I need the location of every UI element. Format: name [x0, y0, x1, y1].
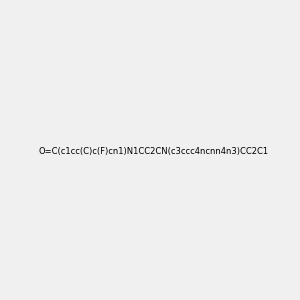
- Text: O=C(c1cc(C)c(F)cn1)N1CC2CN(c3ccc4ncnn4n3)CC2C1: O=C(c1cc(C)c(F)cn1)N1CC2CN(c3ccc4ncnn4n3…: [39, 147, 269, 156]
